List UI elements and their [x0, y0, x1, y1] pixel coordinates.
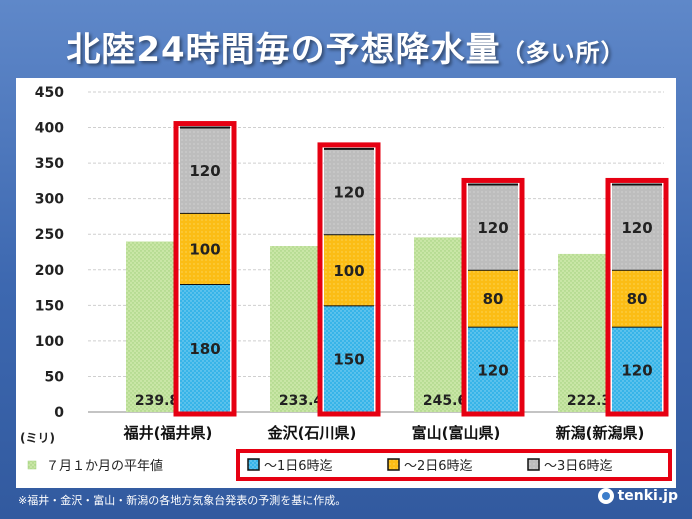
legend-swatch: [527, 458, 540, 471]
legend-label: 〜3日6時迄: [544, 459, 613, 474]
y-tick-label: 100: [35, 334, 64, 350]
bar-chart: 0 50 100 150 200 250 300 350 400 450 (ミリ) 239.8 180…: [20, 85, 672, 481]
segment-value-label: 120: [189, 162, 220, 180]
y-axis: 0 50 100 150 200 250 300 350 400 450 (ミリ): [20, 85, 64, 445]
stack-segment: [180, 127, 230, 213]
stack-segment: [180, 284, 230, 412]
category-label: 金沢(石川県): [267, 424, 357, 442]
segment-value-label: 120: [621, 219, 652, 237]
normal-bar: [126, 241, 176, 412]
footnote: ※福井・金沢・富山・新潟の各地方気象台発表の予測を基に作成。: [18, 494, 347, 507]
normal-bar: [270, 246, 320, 412]
stack-segment: [468, 184, 518, 270]
title-paren: （多い所）: [500, 39, 626, 67]
stack-segment: [468, 269, 518, 327]
legend-swatch: [387, 458, 400, 471]
category-label: 福井(福井県): [123, 424, 213, 442]
segment-value-label: 100: [333, 262, 364, 280]
normal-value-label: 222.3: [567, 393, 611, 409]
legend-label-normal: ７月１か月の平年値: [46, 458, 163, 474]
highlight-frame: [173, 121, 237, 417]
legend-highlight-frame: [236, 449, 672, 481]
segment-value-label: 150: [333, 351, 364, 369]
segment-value-label: 120: [477, 361, 508, 379]
segment-value-label: 120: [621, 361, 652, 379]
y-tick-label: 150: [35, 298, 64, 314]
highlight-frame: [461, 177, 525, 417]
chart-title: 北陸24時間毎の予想降水量（多い所）: [0, 22, 692, 71]
tenki-logo-icon: [597, 488, 614, 504]
stack-segment: [612, 326, 662, 412]
legend-label: 〜1日6時迄: [264, 459, 333, 474]
normal-value-label: 245.6: [423, 393, 467, 409]
segment-value-label: 180: [189, 340, 220, 358]
stack-segment: [612, 269, 662, 327]
chart-panel: 0 50 100 150 200 250 300 350 400 450 (ミリ) 239.8 180…: [16, 78, 676, 488]
brand-name: tenki.jp: [617, 488, 678, 504]
normal-value-label: 239.8: [135, 393, 179, 409]
segment-value-label: 120: [333, 184, 364, 202]
y-tick-label: 400: [35, 121, 64, 137]
stack-segment: [468, 326, 518, 412]
highlight-frame: [605, 177, 669, 417]
segment-value-label: 100: [189, 240, 220, 258]
legend: ７月１か月の平年値 〜1日6時迄 〜2日6時迄 〜3日6時迄: [27, 449, 672, 481]
stack-segment: [324, 234, 374, 306]
segment-value-label: 80: [627, 290, 648, 308]
brand-logo: tenki.jp: [597, 488, 678, 504]
y-tick-label: 0: [54, 405, 64, 421]
title-main: 北陸24時間毎の予想降水量: [66, 30, 501, 70]
legend-swatch-normal: [27, 460, 37, 470]
stack-segment: [324, 305, 374, 412]
stack-segment: [324, 148, 374, 235]
legend-label: 〜2日6時迄: [404, 459, 473, 474]
stack-segment: [612, 184, 662, 270]
highlight-frame: [317, 142, 381, 417]
bar-layer: 239.8 180 100 120 233.4 150 100 120 245.6 120 80 12…: [126, 121, 669, 417]
y-tick-label: 200: [35, 263, 64, 279]
y-tick-label: 50: [45, 369, 65, 385]
normal-bar: [558, 253, 608, 412]
y-tick-label: 300: [35, 192, 64, 208]
normal-value-label: 233.4: [279, 393, 324, 409]
y-tick-label: 250: [35, 227, 64, 243]
stack-segment: [180, 212, 230, 284]
segment-value-label: 80: [483, 290, 504, 308]
y-tick-label: 450: [35, 85, 64, 101]
category-label: 富山(富山県): [412, 424, 501, 442]
x-axis: 福井(福井県) 金沢(石川県) 富山(富山県) 新潟(新潟県): [123, 424, 645, 442]
category-label: 新潟(新潟県): [556, 424, 645, 442]
y-axis-unit: (ミリ): [20, 431, 55, 445]
legend-swatch: [247, 458, 260, 471]
segment-value-label: 120: [477, 219, 508, 237]
normal-bar: [414, 237, 464, 412]
y-tick-label: 350: [35, 156, 64, 172]
